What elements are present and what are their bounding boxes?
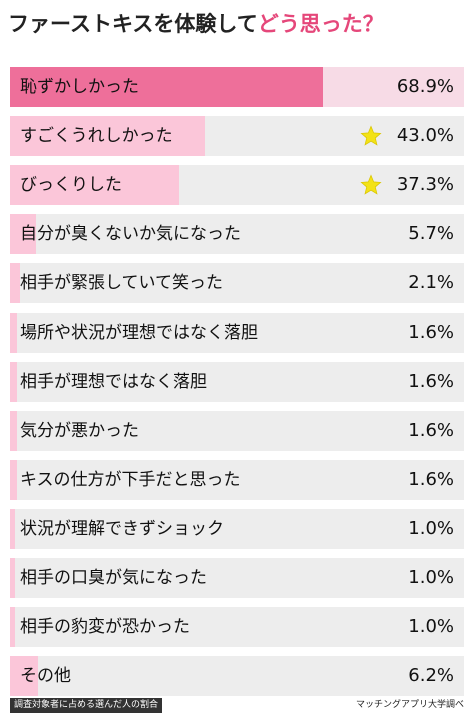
bar-track: [10, 361, 464, 402]
bar-track: [10, 214, 464, 255]
category-label: 場所や状況が理想ではなく落胆: [20, 322, 258, 343]
value-label: 1.0%: [408, 517, 454, 539]
value-label: 1.6%: [408, 370, 454, 392]
category-label: 状況が理解できずショック: [20, 518, 224, 539]
bar-row: 恥ずかしかった 68.9%: [10, 67, 464, 107]
bar-row: 相手が緊張していて笑った 2.1%: [10, 263, 464, 304]
source-note: マッチングアプリ大学調べ: [355, 700, 464, 710]
category-label: その他: [20, 666, 71, 687]
value-label: 1.6%: [408, 468, 454, 490]
value-label: 2.1%: [408, 272, 454, 294]
star-icon: [360, 174, 382, 195]
bar: [10, 165, 180, 206]
bar-track: [10, 607, 464, 648]
bar: [10, 116, 206, 157]
chart-title: ファーストキスを体験してどう思った？: [8, 8, 468, 40]
category-label: 相手の口臭が気になった: [20, 568, 207, 588]
bar: [10, 607, 15, 648]
bar: [10, 263, 20, 304]
value-label: 5.7%: [408, 223, 454, 245]
bar-row: 相手の口臭が気になった 1.0%: [10, 558, 464, 598]
bar-track: [10, 558, 464, 598]
category-label: 気分が悪かった: [20, 420, 139, 441]
category-label: 相手が緊張していて笑った: [20, 273, 223, 294]
bar: [10, 656, 39, 697]
bar: [10, 214, 36, 255]
bar-row: 相手が理想ではなく落胆 1.6%: [10, 361, 464, 402]
bar-row: 自分が臭くないか気になった 5.7%: [10, 214, 464, 255]
category-label: 恥ずかしかった: [20, 77, 139, 97]
value-label: 43.0%: [396, 125, 454, 147]
chart-title-part2: どう思った？: [257, 12, 384, 36]
bar-row: キスの仕方が下手だと思った 1.6%: [10, 459, 464, 500]
value-label: 1.0%: [408, 616, 454, 638]
bar-row: びっくりした 37.3%: [10, 165, 464, 206]
footnote: 調査対象者に占める選んだ人の割合: [10, 698, 163, 713]
category-label: 相手の豹変が恐かった: [20, 617, 190, 638]
bar-row: 相手の豹変が恐かった 1.0%: [10, 607, 464, 648]
value-label: 68.9%: [396, 76, 454, 97]
value-label: 1.0%: [408, 567, 454, 588]
chart-title-part1: ファーストキスを体験して: [8, 12, 258, 36]
value-label: 1.6%: [408, 321, 454, 343]
bar: [10, 459, 18, 500]
value-label: 37.3%: [396, 174, 454, 196]
bar-row: すごくうれしかった 43.0%: [10, 116, 464, 157]
bar-track: [10, 312, 464, 353]
bar: [10, 558, 15, 598]
bar-row: 状況が理解できずショック 1.0%: [10, 508, 464, 549]
category-label: 自分が臭くないか気になった: [20, 224, 241, 245]
value-label: 6.2%: [408, 665, 454, 687]
star-icon: [360, 125, 382, 146]
category-label: キスの仕方が下手だと思った: [20, 469, 241, 490]
bar-track: [10, 410, 464, 451]
bar-row: 気分が悪かった 1.6%: [10, 410, 464, 451]
bar: [10, 410, 18, 451]
category-label: すごくうれしかった: [20, 126, 173, 147]
bar-track: [10, 508, 464, 549]
bar-track: [10, 263, 464, 304]
bar: [10, 361, 18, 402]
value-label: 1.6%: [408, 419, 454, 441]
bar-row: その他 6.2%: [10, 656, 464, 697]
bar: [10, 312, 18, 353]
bar-row: 場所や状況が理想ではなく落胆 1.6%: [10, 312, 464, 353]
category-label: びっくりした: [20, 175, 122, 196]
category-label: 相手が理想ではなく落胆: [20, 371, 207, 392]
bar-track: [10, 656, 464, 697]
bar: [10, 67, 323, 107]
bar-track: [10, 459, 464, 500]
bar: [10, 508, 15, 549]
